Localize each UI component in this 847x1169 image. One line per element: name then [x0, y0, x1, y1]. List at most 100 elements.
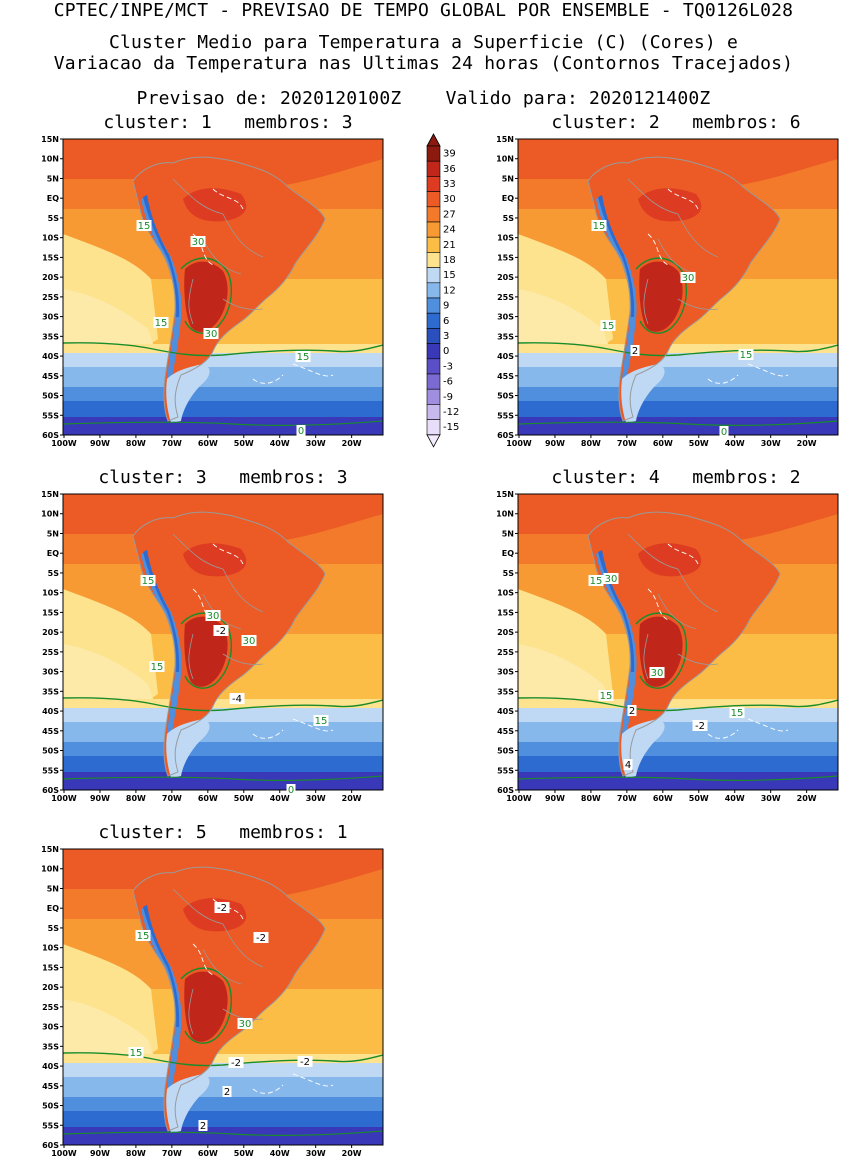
contour-0C [63, 775, 383, 782]
contour-label: 30 [237, 1018, 253, 1030]
lat-tick-label: 10S [497, 234, 514, 243]
contour-15C [63, 342, 383, 357]
colorbar-swatch [426, 419, 441, 436]
lat-tick-label: 55S [497, 411, 514, 420]
panel-4-title: cluster: 4 membros: 2 [551, 467, 801, 488]
map-area: 15N 10N 5N EQ 5S 10S 15S 20S 25S 30S 35S 40S 45S 50S 5… [496, 490, 839, 803]
colorbar-label: 15 [443, 270, 456, 281]
colorbar-label: 3 [443, 331, 449, 342]
lat-tick-label: EQ [502, 549, 514, 558]
contour-label: 15 [313, 715, 329, 727]
colorbar-swatch [426, 282, 441, 299]
contour-label-text: 2 [629, 706, 635, 717]
lon-tick-label: 60W [653, 794, 673, 803]
lat-tick-label: 35S [42, 332, 59, 341]
contour-label: 15 [598, 690, 614, 702]
map-panel-cluster-3: 15N 10N 5N EQ 5S 10S 15S 20S 25S 30S 35S 40S 45S 50S 5… [0, 490, 400, 810]
contour-label-text: 15 [731, 708, 744, 719]
ocean-temperature-band [518, 344, 838, 353]
contour-label: 15 [135, 930, 151, 942]
lon-tick-label: 90W [90, 1149, 110, 1158]
lon-tick-label: 70W [617, 439, 637, 448]
lat-tick-label: 5N [502, 529, 514, 538]
ocean-temperature-band [63, 699, 383, 708]
lon-tick-label: 80W [126, 1149, 146, 1158]
contour-label: -2 [692, 720, 708, 732]
contour-label-text: 30 [192, 237, 205, 248]
colorbar-swatch [426, 191, 441, 208]
colorbar-label: -12 [443, 407, 459, 418]
coastline [587, 511, 781, 777]
lon-tick-label: 70W [162, 439, 182, 448]
colorbar-label: 9 [443, 301, 449, 312]
colorbar-label: 6 [443, 316, 449, 327]
country-borders [172, 888, 264, 1035]
lon-tick-label: 100W [51, 439, 77, 448]
contour-label-text: 15 [590, 576, 603, 587]
colorbar-swatch [426, 176, 441, 192]
panel-5-title: cluster: 5 membros: 1 [98, 822, 348, 843]
lat-tick-label: 10N [41, 510, 59, 519]
lon-tick-label: 30W [761, 794, 781, 803]
ocean-temperature-band [518, 722, 838, 742]
lat-tick-label: EQ [47, 549, 59, 558]
lon-tick-label: 30W [306, 439, 326, 448]
lat-tick-label: 10N [41, 155, 59, 164]
lat-tick-label: 5S [48, 569, 60, 578]
contour-0C [63, 1130, 383, 1137]
contour-label-text: 2 [632, 346, 638, 357]
lat-tick-label: 5S [48, 924, 60, 933]
contour-label: 30 [649, 667, 665, 679]
map-svg: 15N 10N 5N EQ 5S 10S 15S 20S 25S 30S 35S 40S 45S 50S 5… [496, 490, 839, 803]
patagonia [621, 364, 665, 423]
lat-tick-label: 35S [497, 332, 514, 341]
country-borders [627, 178, 719, 325]
ocean-temperature-band [518, 387, 838, 401]
temperature-change-contours [192, 898, 334, 1094]
lat-tick-label: 55S [42, 766, 59, 775]
ocean-temperature-band [63, 1054, 383, 1063]
lat-tick-label: 15S [497, 608, 514, 617]
colorbar-swatch [426, 358, 441, 375]
lon-tick-label: 40W [725, 794, 745, 803]
contour-15C [518, 342, 838, 357]
lat-tick-label: EQ [47, 904, 59, 913]
lon-tick-label: 40W [270, 794, 290, 803]
hot-core [184, 971, 228, 1042]
contour-label: -2 [214, 902, 230, 914]
ocean-temperature-band [63, 1127, 383, 1145]
header-line-4: Previsao de: 2020120100Z Valido para: 20… [136, 88, 711, 109]
contour-label: 15 [738, 349, 754, 361]
lon-tick-label: 40W [270, 439, 290, 448]
contour-label: 0 [719, 426, 729, 438]
lon-tick-label: 70W [162, 1149, 182, 1158]
contour-label-text: 15 [593, 221, 606, 232]
lon-tick-label: 50W [689, 794, 709, 803]
lon-tick-label: 20W [342, 1149, 362, 1158]
lon-tick-label: 100W [51, 794, 77, 803]
hot-core [639, 261, 683, 332]
country-borders [172, 178, 264, 325]
lat-tick-label: 15N [41, 845, 59, 854]
lat-tick-label: 60S [497, 431, 514, 440]
lat-tick-label: EQ [47, 194, 59, 203]
lat-tick-label: 30S [497, 313, 514, 322]
contour-label: 0 [296, 425, 306, 437]
lat-tick-label: 60S [42, 786, 59, 795]
contour-0C [63, 420, 383, 427]
contour-label: 30 [680, 272, 696, 284]
map-svg: 15N 10N 5N EQ 5S 10S 15S 20S 25S 30S 35S 40S 45S 50S 5… [41, 845, 384, 1158]
lat-tick-label: 5S [48, 214, 60, 223]
contour-label: 15 [588, 575, 604, 587]
lon-tick-label: 20W [342, 439, 362, 448]
ocean-temperature-band [63, 722, 383, 742]
ocean-temperature-band [518, 401, 838, 417]
colorbar-label: 0 [443, 346, 449, 357]
lat-tick-label: 25S [42, 648, 59, 657]
ocean-temperature-band [63, 417, 383, 435]
panel-1-title: cluster: 1 membros: 3 [103, 112, 353, 133]
lat-tick-label: 30S [42, 668, 59, 677]
panel-2-title: cluster: 2 membros: 6 [551, 112, 801, 133]
ocean-temperature-band [518, 699, 838, 708]
